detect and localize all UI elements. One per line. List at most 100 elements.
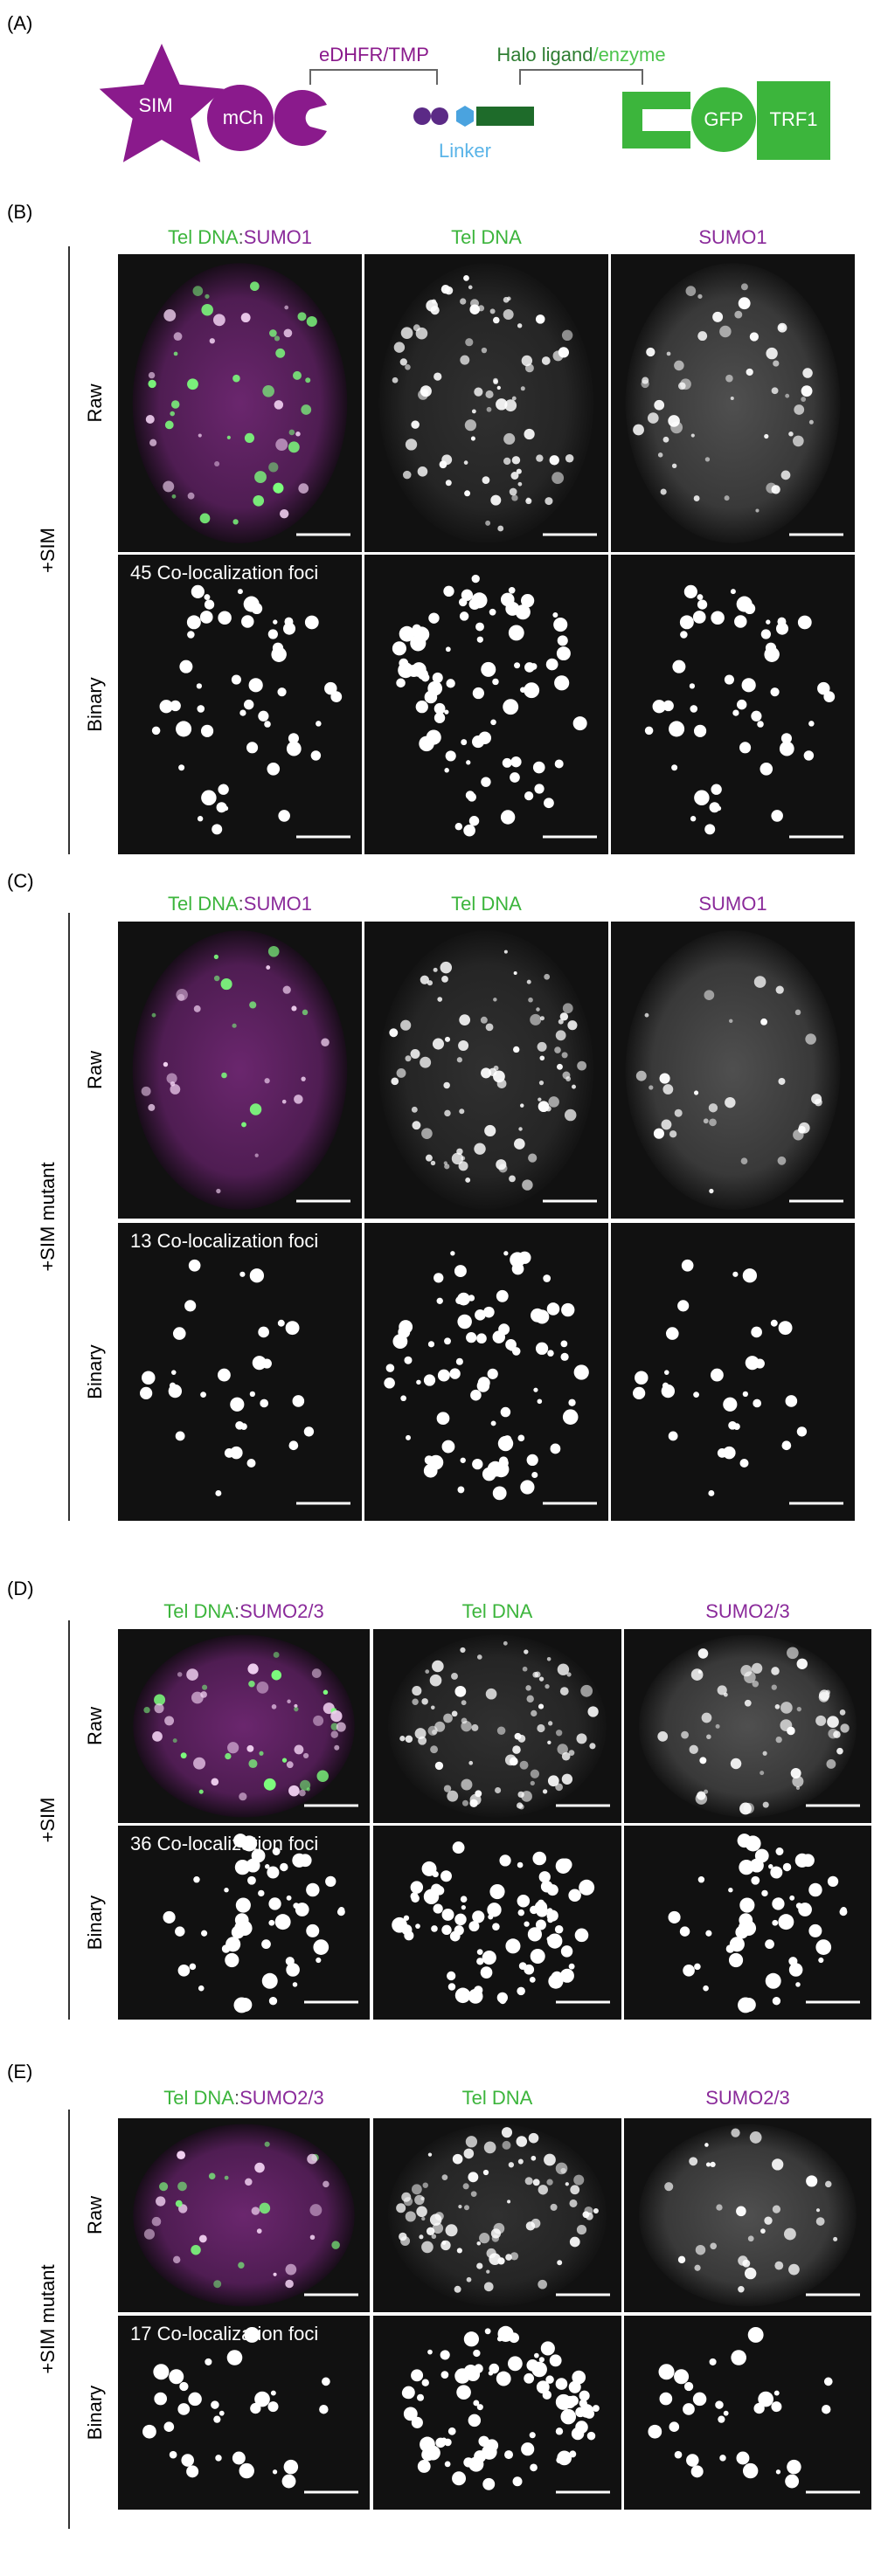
focus xyxy=(685,286,697,296)
focus xyxy=(412,1686,422,1696)
focus xyxy=(751,710,762,722)
focus xyxy=(561,1773,573,1785)
focus xyxy=(556,1063,563,1070)
focus xyxy=(732,709,739,716)
focus xyxy=(708,1489,715,1496)
gfp-circle xyxy=(691,87,756,152)
focus xyxy=(163,480,175,493)
focus xyxy=(557,1744,568,1755)
focus xyxy=(200,1392,206,1398)
focus xyxy=(401,2192,412,2202)
focus xyxy=(309,2234,316,2241)
focus xyxy=(248,1758,258,1769)
focus xyxy=(561,1751,571,1761)
focus xyxy=(454,1685,467,1697)
focus xyxy=(475,1790,482,1798)
bracket xyxy=(519,69,643,85)
focus xyxy=(444,1164,450,1170)
focus xyxy=(798,1122,810,1134)
focus xyxy=(711,784,722,795)
nucleus xyxy=(133,1634,355,1818)
focus xyxy=(520,1103,524,1108)
raw-image xyxy=(118,254,362,552)
focus xyxy=(485,520,491,526)
focus xyxy=(254,2162,265,2173)
focus xyxy=(405,1055,412,1062)
focus xyxy=(226,2350,243,2365)
focus xyxy=(725,1096,736,1108)
focus xyxy=(440,2240,451,2251)
focus xyxy=(197,705,205,713)
focus xyxy=(458,1161,468,1171)
focus xyxy=(559,1687,569,1695)
focus xyxy=(281,2474,296,2489)
focus xyxy=(572,716,587,731)
focus xyxy=(456,2385,471,2400)
focus xyxy=(177,2403,191,2415)
focus xyxy=(692,2392,707,2407)
focus xyxy=(483,2282,494,2292)
focus xyxy=(477,305,485,312)
focus xyxy=(787,1647,799,1660)
focus xyxy=(551,472,565,485)
focus xyxy=(421,2241,434,2254)
focus xyxy=(531,2218,541,2228)
focus xyxy=(559,1012,569,1021)
focus xyxy=(187,378,198,390)
focus xyxy=(762,1751,767,1756)
focus xyxy=(239,2462,254,2479)
focus xyxy=(568,1398,576,1406)
column-header: Tel DNA:SUMO2/3 xyxy=(163,1600,323,1622)
halo-text: Halo ligand/enzyme xyxy=(496,44,665,66)
focus xyxy=(672,660,686,673)
focus xyxy=(466,760,471,765)
focus xyxy=(573,2174,585,2186)
focus xyxy=(260,1398,269,1408)
focus xyxy=(524,428,535,440)
focus xyxy=(517,1986,525,1996)
focus xyxy=(171,494,177,499)
focus xyxy=(244,432,255,443)
column-header: SUMO1 xyxy=(698,226,766,248)
focus xyxy=(471,409,476,414)
focus xyxy=(491,2234,500,2242)
focus xyxy=(454,2285,461,2293)
focus xyxy=(503,309,514,320)
column-header: SUMO2/3 xyxy=(705,2087,790,2109)
focus xyxy=(284,305,289,310)
focus xyxy=(524,1964,535,1975)
focus xyxy=(143,1706,150,1714)
condition-label: +SIM xyxy=(37,1798,59,1843)
focus xyxy=(259,2202,271,2214)
focus xyxy=(427,2152,433,2157)
focus xyxy=(503,699,519,715)
focus xyxy=(528,997,533,1003)
focus xyxy=(285,2279,294,2289)
focus xyxy=(584,2206,593,2216)
focus xyxy=(689,1744,698,1754)
focus xyxy=(273,619,278,625)
focus xyxy=(461,1905,466,1910)
focus xyxy=(223,805,229,811)
focus xyxy=(504,2450,514,2460)
focus xyxy=(465,338,474,347)
focus xyxy=(450,1251,455,1256)
focus xyxy=(461,739,468,746)
focus xyxy=(481,1067,492,1079)
focus xyxy=(286,1761,294,1769)
focus xyxy=(468,285,473,290)
focus xyxy=(480,1016,488,1024)
focus xyxy=(267,945,280,957)
focus xyxy=(815,2217,825,2226)
focus xyxy=(749,332,760,342)
focus xyxy=(159,700,173,714)
focus xyxy=(697,594,704,601)
focus xyxy=(443,1785,452,1792)
focus xyxy=(301,404,312,415)
focus xyxy=(674,1108,683,1117)
focus xyxy=(662,1084,674,1095)
focus xyxy=(285,2263,297,2276)
focus xyxy=(576,1733,587,1744)
focus xyxy=(493,1070,505,1083)
focus xyxy=(683,584,697,598)
